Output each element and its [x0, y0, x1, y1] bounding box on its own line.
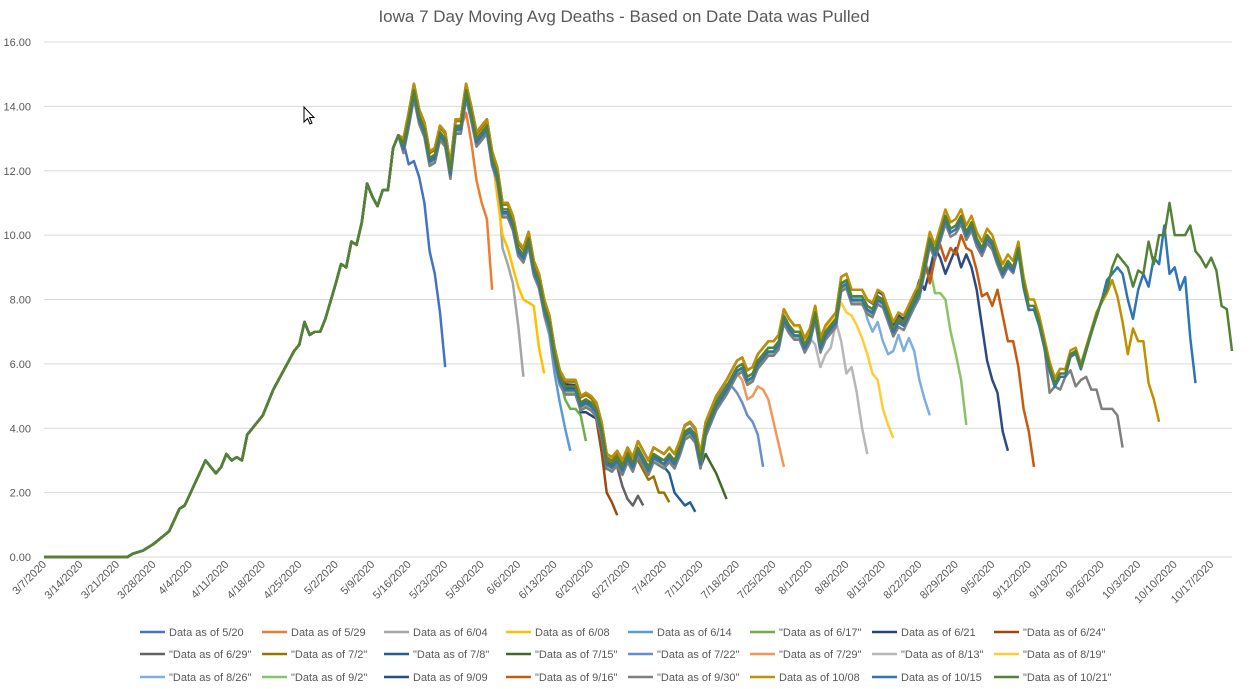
legend-label: "Data as of 6/29": [169, 649, 252, 661]
x-tick-label: 3/21/2020: [79, 559, 122, 602]
x-tick-label: 4/18/2020: [225, 559, 268, 602]
mouse-cursor-icon: [303, 105, 316, 125]
legend-label: "Data as of 6/24": [1023, 627, 1106, 639]
legend-label: "Data as of 7/8": [413, 649, 489, 661]
series-lines: [44, 82, 1234, 559]
y-tick-label: 10.00: [3, 230, 31, 242]
x-tick-label: 7/18/2020: [699, 559, 742, 602]
series-line: [44, 91, 619, 559]
x-tick-label: 3/14/2020: [43, 559, 86, 602]
y-tick-label: 12.00: [3, 166, 31, 178]
legend-label: Data as of 6/08: [535, 627, 610, 639]
y-tick-label: 2.00: [10, 488, 31, 500]
series-line: [44, 82, 546, 559]
x-tick-label: 3/28/2020: [115, 559, 158, 602]
series-line: [44, 97, 869, 559]
legend-label: "Data as of 8/19": [1023, 649, 1106, 661]
x-tick-label: 5/23/2020: [407, 559, 450, 602]
y-tick-label: 16.00: [3, 37, 31, 49]
x-tick-label: 8/22/2020: [881, 559, 924, 602]
y-tick-labels: 0.00 2.00 4.00 6.00 8.00 10.00 12.00 14.00 16.00: [3, 37, 31, 564]
legend-label: "Data as of 8/13": [901, 649, 984, 661]
y-tick-label: 0.00: [10, 552, 31, 564]
y-tick-label: 14.00: [3, 101, 31, 113]
x-tick-label: 8/1/2020: [776, 559, 815, 598]
legend-label: "Data as of 6/17": [779, 627, 862, 639]
y-tick-label: 8.00: [10, 295, 31, 307]
series-line: [44, 82, 1161, 559]
series-line: [44, 93, 645, 559]
series-line: [44, 134, 447, 559]
legend-label: Data as of 5/20: [169, 627, 244, 639]
x-tick-label: 5/16/2020: [371, 559, 414, 602]
series-line: [44, 97, 1124, 559]
legend-label: "Data as of 9/16": [535, 672, 618, 684]
legend: Data as of 5/20 Data as of 5/29 Data as of…: [140, 627, 1112, 684]
legend-label: Data as of 6/14: [657, 627, 732, 639]
series-line: [44, 82, 765, 559]
x-tick-label: 4/25/2020: [261, 559, 304, 602]
x-tick-label: 9/26/2020: [1064, 559, 1107, 602]
legend-label: Data as of 10/15: [901, 672, 982, 684]
legend-label: "Data as of 7/29": [779, 649, 862, 661]
legend-label: "Data as of 7/22": [657, 649, 740, 661]
x-tick-label: 8/29/2020: [918, 559, 961, 602]
x-tick-label: 9/19/2020: [1027, 559, 1070, 602]
x-tick-label: 5/30/2020: [444, 559, 487, 602]
legend-label: Data as of 10/08: [779, 672, 860, 684]
legend-label: "Data as of 7/15": [535, 649, 618, 661]
series-line: [44, 82, 895, 559]
series-line: [44, 91, 697, 559]
y-tick-label: 4.00: [10, 423, 31, 435]
series-line: [44, 94, 494, 559]
series-line: [44, 92, 1197, 559]
legend-label: "Data as of 10/21": [1023, 672, 1112, 684]
x-tick-label: 6/27/2020: [590, 559, 633, 602]
series-line: [44, 84, 671, 559]
series-line: [44, 93, 588, 559]
series-line: [44, 82, 1010, 559]
y-tick-label: 6.00: [10, 359, 31, 371]
legend-label: Data as of 9/09: [413, 672, 488, 684]
legend-label: "Data as of 8/26": [169, 672, 252, 684]
gridlines: [44, 41, 1232, 558]
series-line: [44, 89, 1234, 559]
x-tick-label: 5/2/2020: [302, 559, 341, 598]
legend-label: "Data as of 9/2": [291, 672, 367, 684]
legend-label: "Data as of 7/2": [291, 649, 367, 661]
x-tick-labels: 3/7/20203/14/20203/21/20203/28/20204/4/2…: [10, 559, 1216, 606]
x-tick-label: 6/13/2020: [517, 559, 560, 602]
legend-label: "Data as of 9/30": [657, 672, 740, 684]
x-tick-label: 6/20/2020: [553, 559, 596, 602]
legend-label: Data as of 6/04: [413, 627, 488, 639]
x-tick-label: 9/12/2020: [991, 559, 1034, 602]
legend-label: Data as of 5/29: [291, 627, 366, 639]
x-tick-label: 7/25/2020: [736, 559, 779, 602]
legend-label: Data as of 6/21: [901, 627, 976, 639]
x-tick-label: 8/15/2020: [845, 559, 888, 602]
chart-title: Iowa 7 Day Moving Avg Deaths - Based on …: [378, 7, 869, 26]
